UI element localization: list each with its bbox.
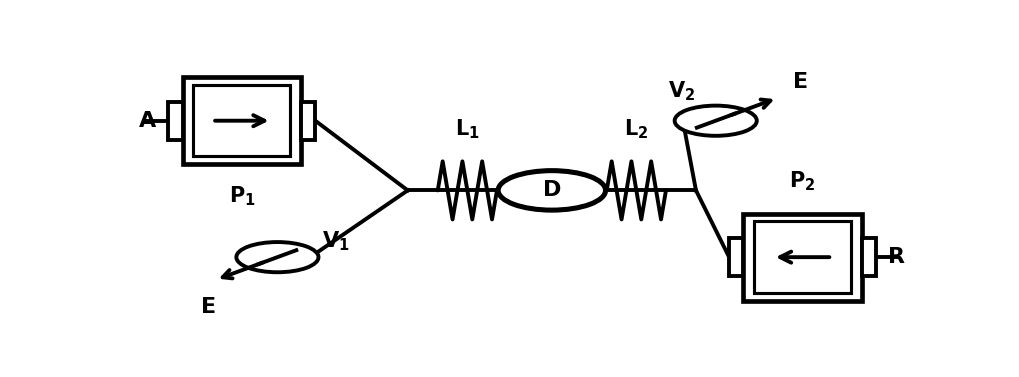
Text: $\mathbf{L_2}$: $\mathbf{L_2}$ bbox=[625, 118, 648, 141]
Bar bbox=[862, 238, 876, 276]
Circle shape bbox=[236, 242, 319, 272]
Text: $\mathbf{V_2}$: $\mathbf{V_2}$ bbox=[667, 79, 695, 103]
Bar bbox=[730, 238, 743, 276]
Text: $\mathbf{L_1}$: $\mathbf{L_1}$ bbox=[454, 118, 480, 141]
Text: E: E bbox=[793, 72, 808, 92]
Circle shape bbox=[675, 106, 757, 136]
Text: $\mathbf{P_2}$: $\mathbf{P_2}$ bbox=[790, 170, 816, 193]
Bar bbox=[168, 102, 182, 139]
Text: $\mathbf{V_1}$: $\mathbf{V_1}$ bbox=[322, 229, 351, 253]
Text: $\mathbf{P_1}$: $\mathbf{P_1}$ bbox=[228, 185, 256, 208]
Bar bbox=[194, 85, 290, 156]
Bar bbox=[182, 77, 302, 164]
Bar bbox=[743, 214, 862, 301]
Bar bbox=[302, 102, 315, 139]
Text: E: E bbox=[201, 297, 216, 317]
Text: A: A bbox=[140, 111, 157, 131]
Bar bbox=[754, 221, 851, 293]
Circle shape bbox=[498, 171, 605, 210]
Text: R: R bbox=[889, 247, 905, 267]
Text: D: D bbox=[543, 180, 561, 201]
